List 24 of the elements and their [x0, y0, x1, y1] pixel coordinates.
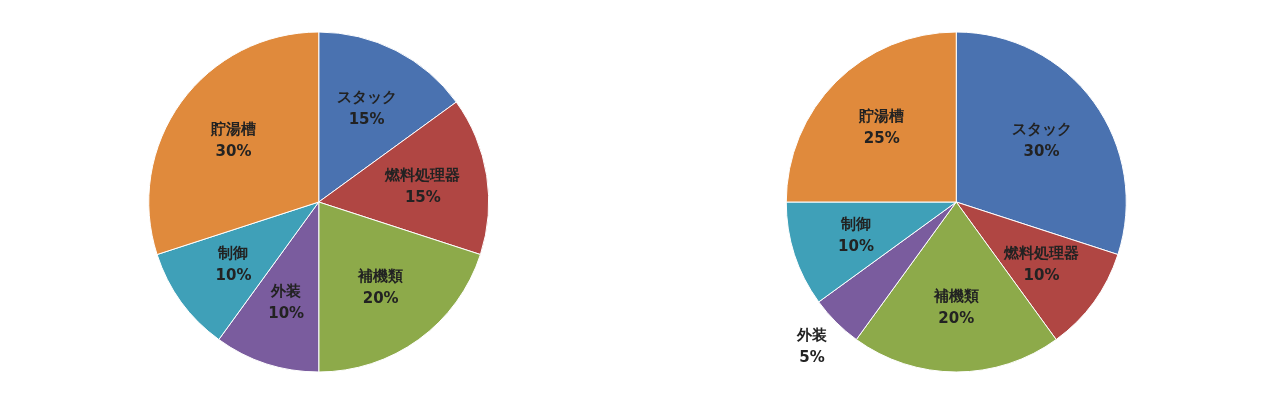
data-label: 15% — [404, 187, 441, 206]
data-label: 30% — [215, 142, 252, 161]
data-label: 15% — [348, 110, 385, 129]
data-label: 20% — [362, 289, 399, 308]
data-label: 20% — [938, 309, 975, 328]
slice-label: 燃料処理器 — [384, 165, 461, 184]
slice-label: 貯湯槽 — [858, 107, 905, 126]
slice-label: スタック — [336, 88, 397, 107]
slice-label: 制御 — [840, 214, 872, 233]
slice-label: 燃料処理器 — [1003, 243, 1080, 262]
slice-label: 制御 — [217, 243, 249, 262]
slice-label: 補機類 — [357, 267, 404, 286]
data-label: 30% — [1023, 142, 1060, 161]
data-label: 10% — [268, 304, 305, 323]
slice-label: 外装 — [796, 326, 827, 345]
data-label: 5% — [799, 348, 825, 367]
data-label: 25% — [863, 129, 900, 148]
data-label: 10% — [1023, 265, 1060, 284]
slice-label: 貯湯槽 — [209, 120, 256, 139]
slice-label: 外装 — [270, 282, 302, 301]
data-label: 10% — [215, 265, 252, 284]
data-label: 10% — [838, 236, 874, 255]
slice-label: 補機類 — [932, 287, 979, 306]
slice-label: スタック — [1011, 120, 1072, 139]
